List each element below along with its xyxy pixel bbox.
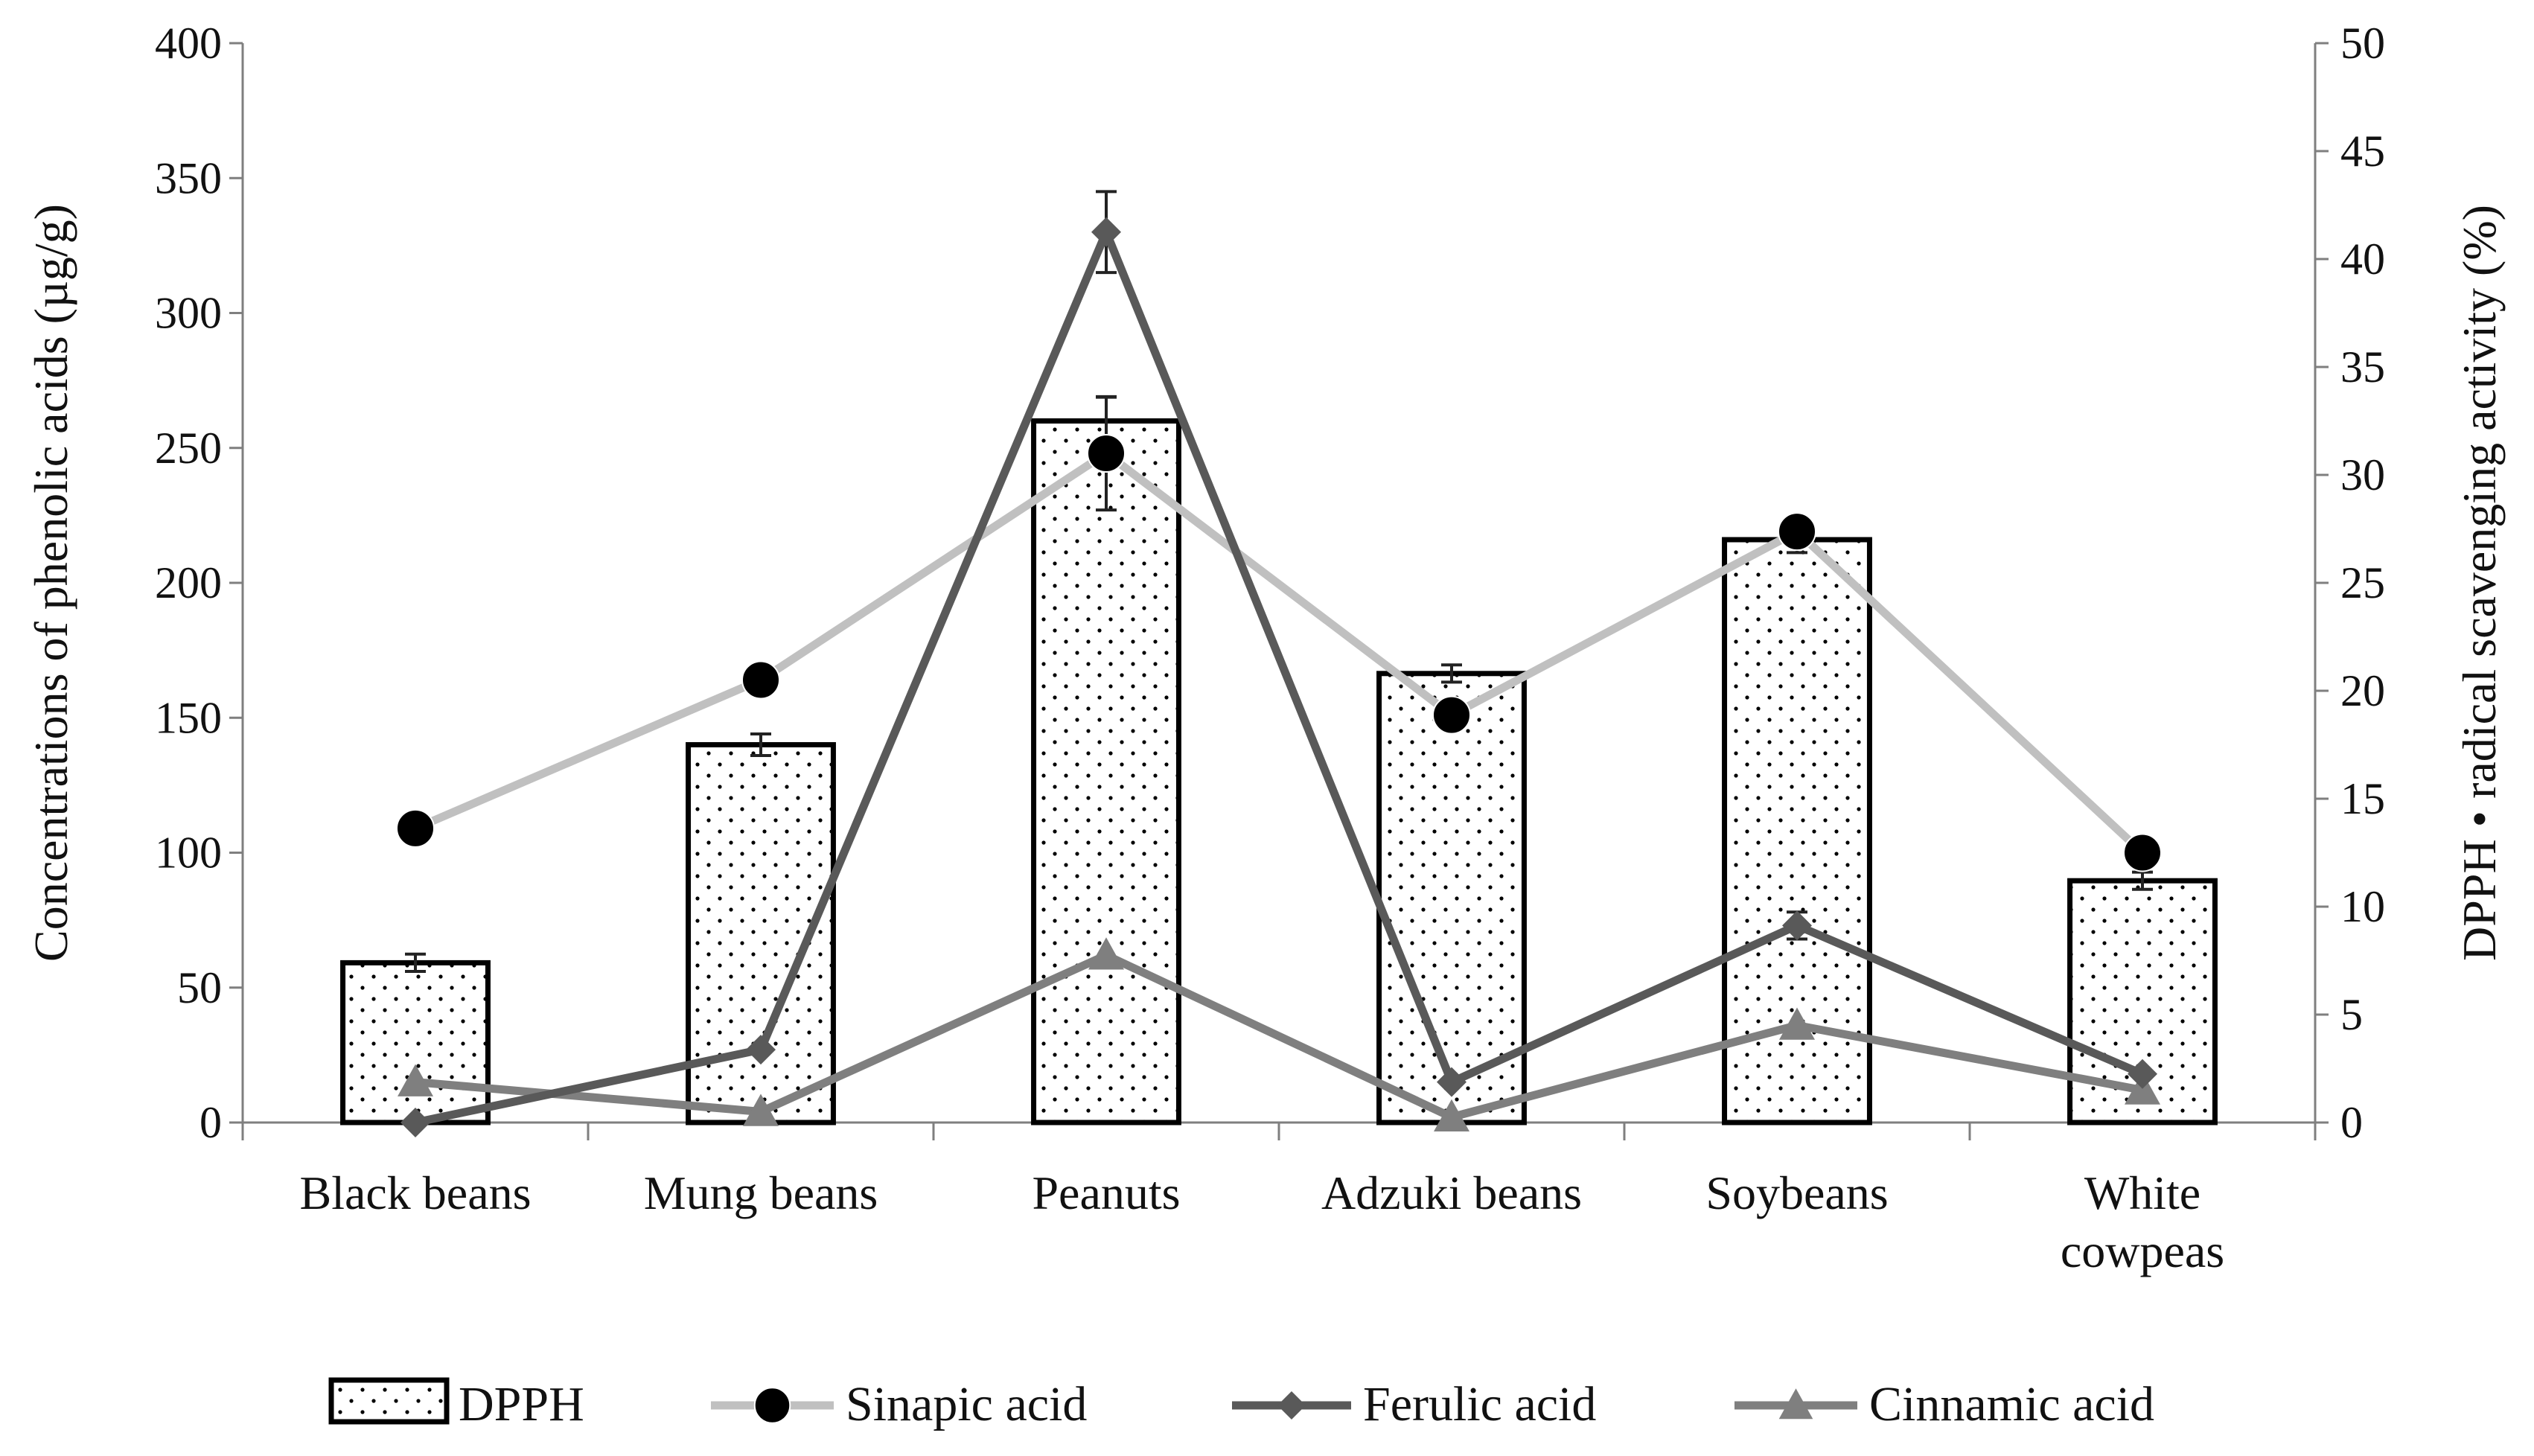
legend-label: Ferulic acid — [1363, 1377, 1596, 1431]
x-category-label: Black beans — [300, 1166, 532, 1219]
series-line-sinapic-acid — [413, 449, 2145, 856]
legend-label: Cinnamic acid — [1869, 1377, 2154, 1431]
y-left-tick-label: 300 — [155, 289, 222, 338]
x-category-label: White cowpeas — [2061, 1166, 2224, 1277]
legend-item-dpph: DPPH — [328, 1377, 584, 1431]
y-right-tick-label: 40 — [2340, 234, 2385, 284]
x-category-label-line: Peanuts — [1032, 1166, 1180, 1219]
data-point-ferulic-acid — [1782, 910, 1812, 941]
y-left-tick-label: 350 — [155, 153, 222, 202]
y-right-tick-label: 50 — [2340, 19, 2385, 68]
legend-swatch-dpph — [328, 1377, 450, 1425]
x-category-label-line: cowpeas — [2061, 1224, 2224, 1277]
y-right-tick-label: 15 — [2340, 774, 2385, 823]
y-axis-left-title: Concentrations of phenolic acids (µg/g) — [25, 204, 77, 962]
legend-marker-cinnamic-acid — [1778, 1388, 1813, 1420]
y-right-tick-label: 10 — [2340, 882, 2385, 931]
y-left-tick-label: 150 — [155, 693, 222, 742]
y-right-tick-label: 5 — [2340, 990, 2363, 1039]
bar-dpph — [340, 960, 491, 1125]
data-point-sinapic-acid — [1087, 434, 1126, 473]
legend-marker-sinapic-acid — [753, 1387, 791, 1424]
bar-dpph — [1376, 671, 1527, 1125]
data-point-ferulic-acid — [746, 1035, 776, 1065]
x-category-label: Adzuki beans — [1321, 1166, 1582, 1219]
data-point-cinnamic-acid — [1779, 1007, 1815, 1040]
x-category-label-line: Mung beans — [644, 1166, 878, 1219]
y-right-tick-label: 45 — [2340, 127, 2385, 176]
data-point-cinnamic-acid — [743, 1093, 779, 1126]
data-point-cinnamic-acid — [1434, 1099, 1469, 1131]
data-point-ferulic-acid — [1091, 217, 1121, 247]
data-point-ferulic-acid — [1437, 1067, 1467, 1097]
legend-item-sinapic-acid: Sinapic acid — [711, 1377, 1087, 1431]
y-right-tick-label: 25 — [2340, 558, 2385, 607]
legend-label: Sinapic acid — [846, 1377, 1087, 1431]
x-category-label-line: Soybeans — [1705, 1166, 1888, 1219]
y-right-tick-label: 0 — [2340, 1098, 2363, 1147]
data-point-sinapic-acid — [741, 660, 780, 700]
legend-marker-ferulic-acid — [1277, 1391, 1306, 1420]
legend-label: DPPH — [459, 1377, 584, 1431]
x-category-label-line: Black beans — [300, 1166, 532, 1219]
x-category-label-line: Adzuki beans — [1321, 1166, 1582, 1219]
y-axis-right-title: DPPH • radical scavenging activity (%) — [2453, 205, 2506, 961]
y-right-tick-label: 35 — [2340, 342, 2385, 392]
y-left-tick-label: 50 — [177, 963, 222, 1012]
y-left-tick-label: 400 — [155, 19, 222, 68]
y-left-tick-label: 0 — [200, 1098, 222, 1147]
series-line-ferulic-acid — [414, 228, 2145, 1127]
data-point-ferulic-acid — [2128, 1059, 2157, 1089]
y-left-tick-label: 100 — [155, 828, 222, 878]
y-left-tick-label: 200 — [155, 558, 222, 607]
series-line-cinnamic-acid — [415, 951, 2144, 1122]
y-left-tick-label: 250 — [155, 424, 222, 473]
legend-item-cinnamic-acid: Cinnamic acid — [1734, 1377, 2154, 1431]
x-category-label: Peanuts — [1032, 1166, 1180, 1219]
data-point-cinnamic-acid — [1088, 937, 1124, 970]
data-point-cinnamic-acid — [398, 1064, 433, 1096]
data-point-ferulic-acid — [400, 1108, 430, 1137]
data-point-sinapic-acid — [1778, 512, 1816, 552]
data-point-sinapic-acid — [396, 808, 435, 848]
legend-item-ferulic-acid: Ferulic acid — [1232, 1377, 1596, 1431]
y-right-tick-label: 20 — [2340, 666, 2385, 715]
data-point-sinapic-acid — [1432, 695, 1471, 735]
x-category-label: Soybeans — [1705, 1166, 1888, 1219]
y-right-tick-label: 30 — [2340, 450, 2385, 499]
bar-dpph — [1031, 418, 1181, 1125]
x-category-label: Mung beans — [644, 1166, 878, 1219]
x-category-label-line: White — [2084, 1166, 2201, 1219]
data-point-sinapic-acid — [2123, 833, 2162, 872]
